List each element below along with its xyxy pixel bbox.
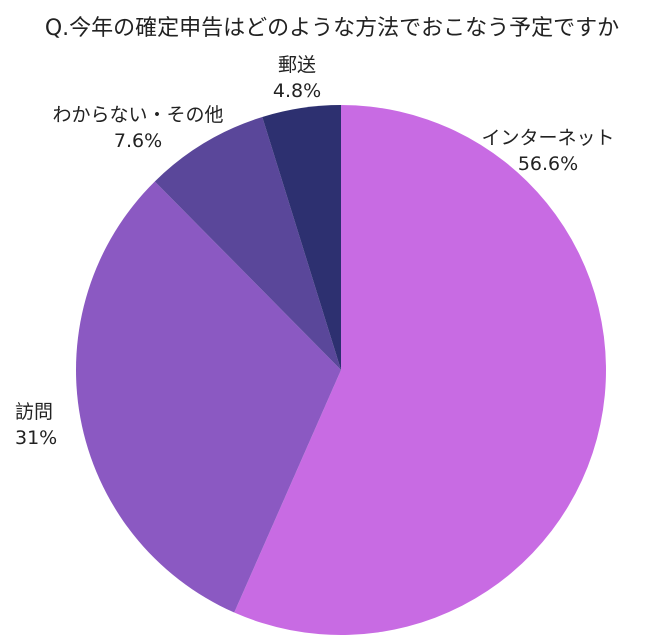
slices-layer (75, 105, 606, 635)
slice-value-label: 4.8% (273, 80, 321, 102)
slice-category-label: わからない・その他 (52, 104, 223, 126)
slice-category-label: 郵送 (278, 54, 316, 76)
slice-value-label: 7.6% (114, 130, 162, 152)
slice-value-label: 31% (15, 427, 57, 449)
slice-category-label: 訪問 (15, 401, 53, 423)
labels-layer: インターネット 56.6% 訪問 31% わからない・その他 7.6% 郵送 4.8% (15, 54, 615, 449)
pie-slice (154, 116, 341, 371)
pie-slice (75, 181, 341, 613)
chart-title: Q.今年の確定申告はどのような方法でおこなう予定ですか (45, 16, 619, 41)
slice-category-label: インターネット (481, 127, 614, 149)
pie-slice (234, 105, 606, 635)
slice-value-label: 56.6% (518, 153, 578, 175)
pie-slice (262, 105, 341, 370)
